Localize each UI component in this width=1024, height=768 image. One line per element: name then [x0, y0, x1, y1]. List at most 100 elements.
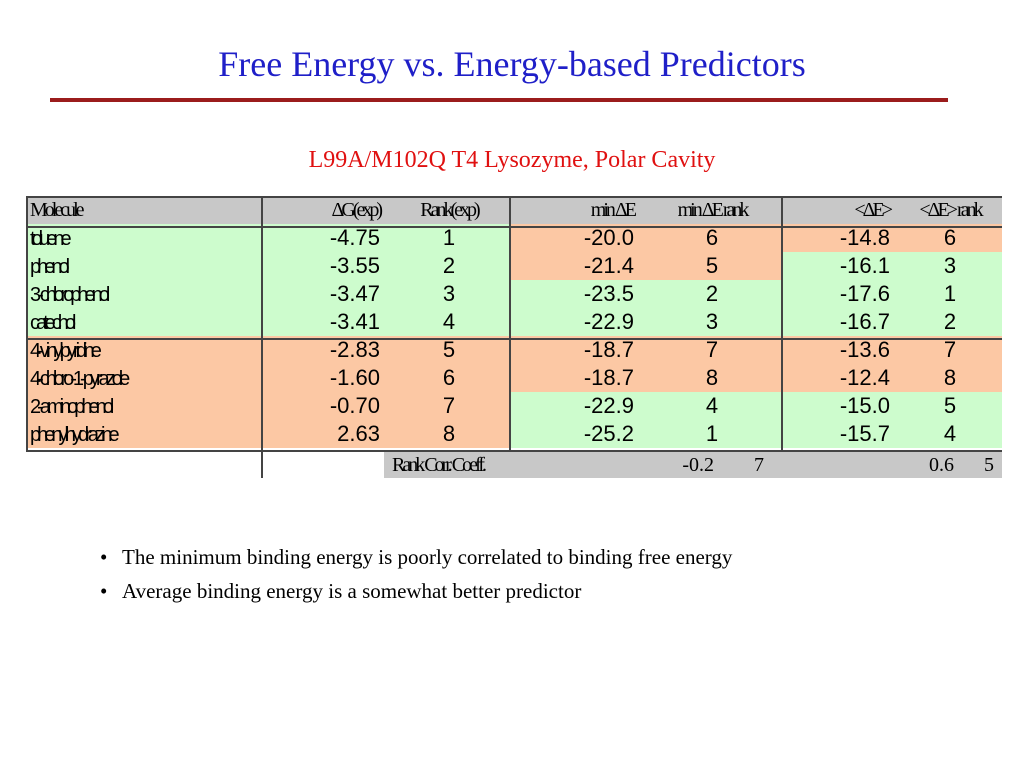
molecule-cell: 2-aminophenol	[26, 392, 262, 420]
min-de-rank-cell-text: 2	[705, 281, 719, 306]
min-de-rank-cell-text: 4	[705, 393, 719, 418]
avg-de-rank-cell: 4	[898, 420, 1002, 448]
avg-de-rank-cell: 1	[898, 280, 1002, 308]
dg-exp-cell-text: -3.41	[329, 309, 380, 334]
molecule-cell: 4-chloro-1-pyrazole	[26, 364, 262, 392]
table-rule-col6	[781, 196, 783, 452]
min-de-cell: -21.4	[510, 252, 642, 280]
dg-exp-cell: -4.75	[262, 224, 388, 252]
min-de-rank-cell: 6	[642, 224, 782, 252]
table-row: phenol -3.55 2 -21.4 5 -16.1 3	[26, 252, 1002, 280]
correlation-label: Rank Corr. Coeff.	[392, 454, 487, 476]
min-de-rank-cell-text: 7	[705, 337, 719, 362]
molecule-cell: toluene	[26, 224, 262, 252]
table-rule-top	[26, 196, 1002, 198]
molecule-cell: catechol	[26, 308, 262, 336]
avg-de-cell: -16.1	[782, 252, 898, 280]
avg-de-cell-text: -13.6	[839, 337, 890, 362]
rank-exp-cell: 1	[388, 224, 510, 252]
min-de-cell-text: -22.9	[583, 393, 634, 418]
min-de-cell-text: -21.4	[583, 253, 634, 278]
min-de-cell: -23.5	[510, 280, 642, 308]
table-rule-bottom	[26, 450, 1002, 452]
bullet-list: The minimum binding energy is poorly cor…	[100, 540, 732, 608]
table-row: phenylhydrazine 2.63 8 -25.2 1 -15.7 4	[26, 420, 1002, 448]
molecule-cell: phenol	[26, 252, 262, 280]
header-dg-exp: ΔG(exp)	[331, 199, 383, 221]
avg-de-cell: -15.0	[782, 392, 898, 420]
table-rule-col4	[509, 196, 511, 452]
rank-exp-cell-text: 4	[442, 309, 456, 334]
header-avg-de-rank: <ΔE> rank	[919, 199, 983, 221]
molecule-cell-text: 3-chlorophenol	[30, 284, 110, 306]
molecule-cell: phenylhydrazine	[26, 420, 262, 448]
avg-de-cell-text: -17.6	[839, 281, 890, 306]
bullet-item: The minimum binding energy is poorly cor…	[100, 540, 732, 574]
table-row: 2-aminophenol -0.70 7 -22.9 4 -15.0 5	[26, 392, 1002, 420]
slide-title: Free Energy vs. Energy-based Predictors	[218, 44, 806, 84]
avg-de-rank-cell-text: 3	[943, 253, 957, 278]
rank-exp-cell: 6	[388, 364, 510, 392]
table-header-row: Molecule ΔG(exp) Rank(exp) min ΔE min ΔE…	[26, 196, 1002, 224]
bullet-item: Average binding energy is a somewhat bet…	[100, 574, 732, 608]
molecule-cell-text: 4-vinylpyridine	[30, 340, 102, 362]
avg-de-cell-text: -15.0	[839, 393, 890, 418]
rank-exp-cell: 7	[388, 392, 510, 420]
correlation-avg-value: 0.6	[929, 454, 954, 476]
table-row: toluene -4.75 1 -20.0 6 -14.8 6	[26, 224, 1002, 252]
molecule-cell-text: catechol	[30, 312, 76, 334]
correlation-min-value: -0.2	[682, 454, 714, 476]
min-de-rank-cell-text: 5	[705, 253, 719, 278]
dg-exp-cell-text: 2.63	[337, 421, 380, 446]
avg-de-rank-cell-text: 6	[943, 225, 957, 250]
avg-de-rank-cell-text: 7	[943, 337, 957, 362]
correlation-row: Rank Corr. Coeff. -0.2 7 0.6 5	[384, 452, 1002, 478]
rank-exp-cell: 3	[388, 280, 510, 308]
dg-exp-cell-text: -2.83	[329, 337, 380, 362]
avg-de-cell-text: -16.7	[839, 309, 890, 334]
avg-de-rank-cell: 8	[898, 364, 1002, 392]
avg-de-rank-cell-text: 8	[943, 365, 957, 390]
min-de-rank-cell-text: 6	[705, 225, 719, 250]
rank-exp-cell-text: 3	[442, 281, 456, 306]
table-rule-col2	[261, 196, 263, 478]
dg-exp-cell: -1.60	[262, 364, 388, 392]
min-de-cell-text: -20.0	[583, 225, 634, 250]
dg-exp-cell: -3.55	[262, 252, 388, 280]
min-de-cell: -22.9	[510, 308, 642, 336]
min-de-cell-text: -23.5	[583, 281, 634, 306]
min-de-cell-text: -18.7	[583, 337, 634, 362]
rank-exp-cell-text: 2	[442, 253, 456, 278]
table-row: catechol -3.41 4 -22.9 3 -16.7 2	[26, 308, 1002, 336]
min-de-rank-cell: 2	[642, 280, 782, 308]
avg-de-rank-cell: 6	[898, 224, 1002, 252]
dg-exp-cell: -3.47	[262, 280, 388, 308]
header-rank-exp: Rank(exp)	[420, 199, 480, 221]
rank-exp-cell-text: 5	[442, 337, 456, 362]
table-row: 3-chlorophenol -3.47 3 -23.5 2 -17.6 1	[26, 280, 1002, 308]
table-rule-header	[26, 226, 1002, 228]
min-de-rank-cell: 1	[642, 420, 782, 448]
table-row: 4-chloro-1-pyrazole -1.60 6 -18.7 8 -12.4 8	[26, 364, 1002, 392]
header-min-de: min ΔE	[590, 199, 637, 221]
min-de-cell: -18.7	[510, 336, 642, 364]
slide-subtitle: L99A/M102Q T4 Lysozyme, Polar Cavity	[308, 147, 716, 173]
data-table: Molecule ΔG(exp) Rank(exp) min ΔE min ΔE…	[26, 196, 1002, 448]
header-avg-de: <ΔE>	[854, 199, 893, 221]
molecule-cell-text: 2-aminophenol	[30, 396, 114, 418]
rank-exp-cell-text: 1	[442, 225, 456, 250]
rank-exp-cell-text: 7	[442, 393, 456, 418]
dg-exp-cell: -3.41	[262, 308, 388, 336]
rank-exp-cell: 2	[388, 252, 510, 280]
avg-de-rank-cell-text: 5	[943, 393, 957, 418]
avg-de-rank-cell: 3	[898, 252, 1002, 280]
min-de-rank-cell: 4	[642, 392, 782, 420]
min-de-rank-cell: 7	[642, 336, 782, 364]
avg-de-rank-cell-text: 2	[943, 309, 957, 334]
min-de-cell: -20.0	[510, 224, 642, 252]
avg-de-cell-text: -15.7	[839, 421, 890, 446]
min-de-cell: -25.2	[510, 420, 642, 448]
dg-exp-cell-text: -0.70	[329, 393, 380, 418]
table-body: toluene -4.75 1 -20.0 6 -14.8 6 phenol -3.55 2 -21…	[26, 224, 1002, 448]
molecule-cell-text: toluene	[30, 228, 72, 250]
